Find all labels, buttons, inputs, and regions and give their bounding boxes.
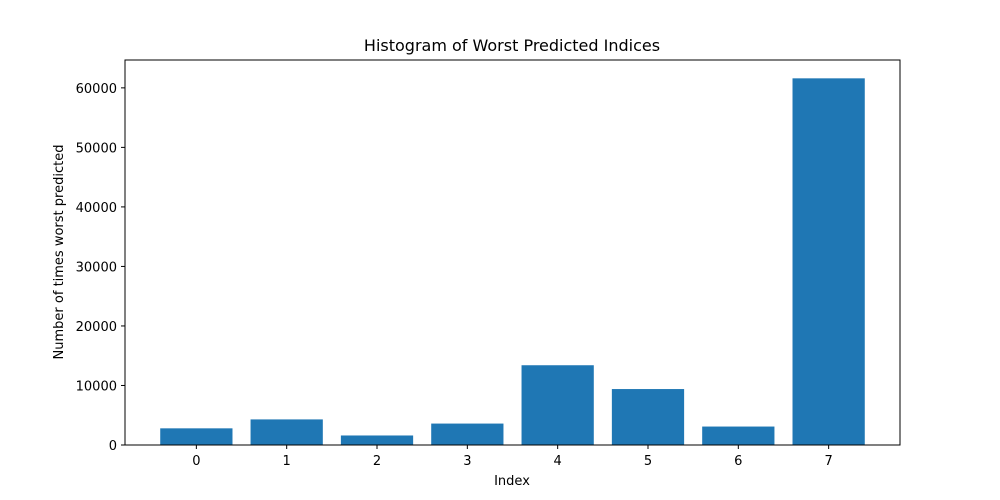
y-axis: 0 10000 20000 30000 40000 50000 60000 xyxy=(76,82,125,454)
x-tick-label: 2 xyxy=(373,454,381,469)
x-axis: 0 1 2 3 4 5 6 7 xyxy=(192,445,833,469)
bar-7 xyxy=(792,78,865,445)
x-tick-label: 1 xyxy=(283,454,291,469)
y-tick-label: 20000 xyxy=(76,320,117,335)
y-tick-label: 10000 xyxy=(76,379,117,394)
x-axis-label: Index xyxy=(494,474,530,489)
chart-title: Histogram of Worst Predicted Indices xyxy=(364,36,660,55)
y-tick-label: 40000 xyxy=(76,201,117,216)
bar-0 xyxy=(160,428,233,445)
x-tick-label: 7 xyxy=(825,454,833,469)
x-tick-label: 3 xyxy=(463,454,471,469)
bar-6 xyxy=(702,426,775,445)
x-tick-label: 4 xyxy=(554,454,562,469)
bar-1 xyxy=(250,419,323,445)
bar-5 xyxy=(611,389,685,445)
plot-frame xyxy=(124,59,901,446)
y-tick-label: 60000 xyxy=(76,82,117,97)
bar-2 xyxy=(340,435,414,445)
x-tick-label: 6 xyxy=(734,454,742,469)
y-axis-label: Number of times worst predicted xyxy=(52,145,67,360)
x-tick-label: 5 xyxy=(644,454,652,469)
bar-4 xyxy=(521,365,594,445)
x-tick-label: 0 xyxy=(192,454,200,469)
bars xyxy=(160,78,865,445)
y-tick-label: 50000 xyxy=(76,141,117,156)
y-tick-label: 30000 xyxy=(76,260,117,275)
bar-3 xyxy=(431,423,504,445)
y-tick-label: 0 xyxy=(109,439,117,454)
